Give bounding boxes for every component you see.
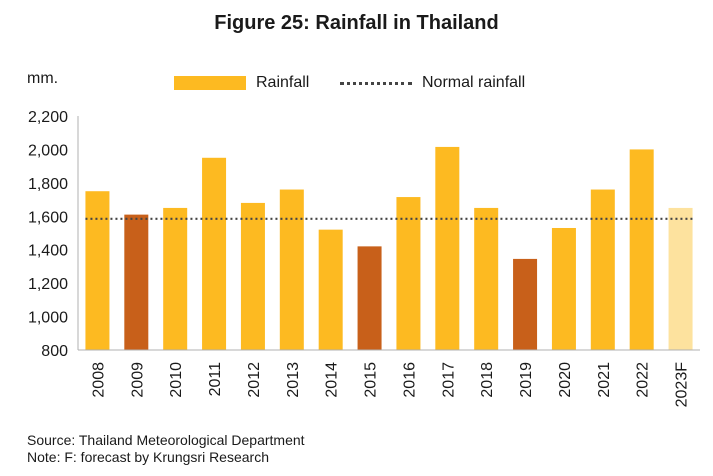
x-tick-label: 2015: [363, 362, 380, 398]
bar-2013: [279, 189, 304, 350]
y-tick-label: 800: [41, 343, 68, 360]
source-text: Source: Thailand Meteorological Departme…: [27, 432, 305, 448]
bar-2010: [163, 207, 188, 350]
legend: Rainfall Normal rainfall: [0, 74, 713, 98]
bar-2014: [318, 229, 343, 350]
chart-title: Figure 25: Rainfall in Thailand: [214, 12, 499, 34]
bar-2021: [590, 189, 615, 350]
x-tick-label: 2023F: [674, 362, 691, 408]
bar-2022: [629, 149, 654, 350]
x-tick-label: 2017: [440, 362, 457, 398]
x-tick-label: 2010: [168, 362, 185, 398]
x-tick-label: 2009: [129, 362, 146, 398]
bar-2011: [202, 157, 227, 350]
x-tick-label: 2022: [635, 362, 652, 398]
legend-label-rainfall: Rainfall: [256, 74, 310, 91]
y-tick-label: 1,000: [28, 310, 68, 327]
y-tick-label: 1,600: [28, 209, 68, 226]
x-tick-label: 2014: [324, 362, 341, 398]
x-tick-label: 2021: [596, 362, 613, 398]
x-tick-label: 2012: [246, 362, 263, 398]
y-tick-label: 1,800: [28, 176, 68, 193]
legend-label-normal-rainfall: Normal rainfall: [422, 74, 526, 91]
x-tick-label: 2008: [90, 362, 107, 398]
x-tick-label: 2020: [557, 362, 574, 398]
x-tick-label: 2013: [285, 362, 302, 398]
note-text: Note: F: forecast by Krungsri Research: [27, 449, 269, 465]
bar-2009: [124, 214, 149, 350]
bar-2023F: [668, 207, 693, 350]
source-notes: Source: Thailand Meteorological Departme…: [27, 432, 305, 466]
bar-2015: [357, 246, 382, 350]
bar-2018: [474, 207, 499, 350]
bar-2019: [513, 258, 538, 350]
bar-2008: [85, 191, 110, 350]
y-axis-unit-label: mm.: [27, 70, 59, 87]
legend-swatch-rainfall: [174, 76, 246, 90]
bar-2017: [435, 146, 460, 350]
y-tick-label: 2,200: [28, 109, 68, 126]
x-tick-label: 2019: [518, 362, 535, 398]
y-tick-label: 1,400: [28, 243, 68, 260]
y-tick-label: 1,200: [28, 276, 68, 293]
legend-item-rainfall: Rainfall: [174, 74, 309, 92]
bar-2020: [551, 227, 576, 350]
x-tick-label: 2016: [401, 362, 418, 398]
legend-item-normal-rainfall: Normal rainfall: [340, 74, 525, 92]
x-tick-label: 2011: [207, 362, 224, 397]
x-tick-label: 2018: [479, 362, 496, 398]
bar-2016: [396, 197, 421, 350]
legend-swatch-normal-rainfall: [340, 81, 412, 85]
bar-2012: [240, 202, 265, 350]
y-tick-label: 2,000: [28, 142, 68, 159]
